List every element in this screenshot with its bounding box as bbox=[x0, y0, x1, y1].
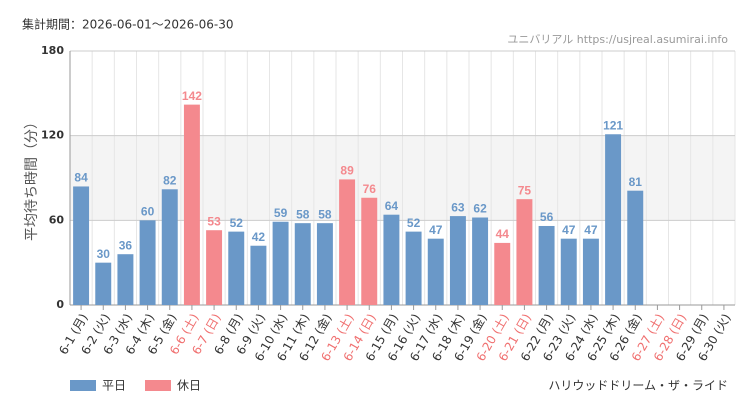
value-label: 52 bbox=[230, 216, 244, 230]
value-label: 36 bbox=[119, 238, 133, 252]
bar bbox=[472, 217, 489, 305]
bar bbox=[95, 262, 112, 305]
value-label: 84 bbox=[74, 171, 88, 185]
bar bbox=[73, 186, 90, 305]
value-label: 121 bbox=[603, 118, 623, 132]
bar bbox=[206, 230, 223, 305]
bar bbox=[294, 223, 311, 305]
y-tick-label: 120 bbox=[41, 129, 64, 142]
y-tick-label: 0 bbox=[56, 298, 64, 311]
bar bbox=[228, 231, 245, 305]
value-label: 75 bbox=[518, 183, 532, 197]
bar bbox=[316, 223, 333, 305]
bar bbox=[405, 231, 422, 305]
bar bbox=[605, 134, 622, 305]
bar bbox=[183, 104, 200, 305]
legend-swatch bbox=[70, 380, 96, 391]
y-axis-label: 平均待ち時間（分） bbox=[24, 115, 40, 241]
legend-label: 平日 bbox=[102, 379, 126, 393]
bar bbox=[339, 179, 356, 305]
bar bbox=[117, 254, 134, 305]
bar bbox=[383, 214, 400, 305]
value-label: 47 bbox=[584, 223, 598, 237]
value-label: 58 bbox=[318, 207, 332, 221]
bar bbox=[538, 225, 555, 305]
value-label: 44 bbox=[496, 227, 510, 241]
bar bbox=[516, 199, 533, 305]
bar bbox=[161, 189, 178, 305]
value-label: 60 bbox=[141, 205, 155, 219]
value-label: 76 bbox=[363, 182, 377, 196]
bar bbox=[449, 216, 466, 305]
value-label: 47 bbox=[429, 223, 443, 237]
value-label: 56 bbox=[540, 210, 554, 224]
value-label: 89 bbox=[340, 164, 354, 178]
value-label: 42 bbox=[252, 230, 266, 244]
y-tick-label: 180 bbox=[41, 44, 64, 57]
bar bbox=[427, 238, 444, 305]
bar bbox=[250, 245, 267, 305]
bar bbox=[560, 238, 577, 305]
bar bbox=[494, 242, 511, 305]
legend-swatch bbox=[145, 380, 171, 391]
bar bbox=[361, 197, 378, 305]
value-label: 47 bbox=[562, 223, 576, 237]
y-tick-label: 60 bbox=[49, 213, 65, 226]
value-label: 63 bbox=[451, 200, 465, 214]
value-label: 58 bbox=[296, 207, 310, 221]
bar bbox=[582, 238, 599, 305]
caption: ハリウッドドリーム・ザ・ライド bbox=[548, 379, 728, 393]
value-label: 82 bbox=[163, 173, 177, 187]
bar bbox=[272, 221, 289, 305]
value-label: 64 bbox=[385, 199, 399, 213]
value-label: 52 bbox=[407, 216, 421, 230]
value-label: 62 bbox=[473, 202, 487, 216]
value-label: 30 bbox=[97, 247, 111, 261]
value-label: 53 bbox=[207, 214, 221, 228]
value-label: 142 bbox=[182, 89, 202, 103]
bar bbox=[139, 220, 156, 305]
chart-title: 集計期間：2026-06-01～2026-06-30 bbox=[22, 17, 233, 32]
bar bbox=[627, 190, 644, 305]
value-label: 81 bbox=[629, 175, 643, 189]
source: ユニバリアル https://usjreal.asumirai.info bbox=[507, 33, 728, 46]
legend-label: 休日 bbox=[177, 379, 201, 393]
value-label: 59 bbox=[274, 206, 288, 220]
